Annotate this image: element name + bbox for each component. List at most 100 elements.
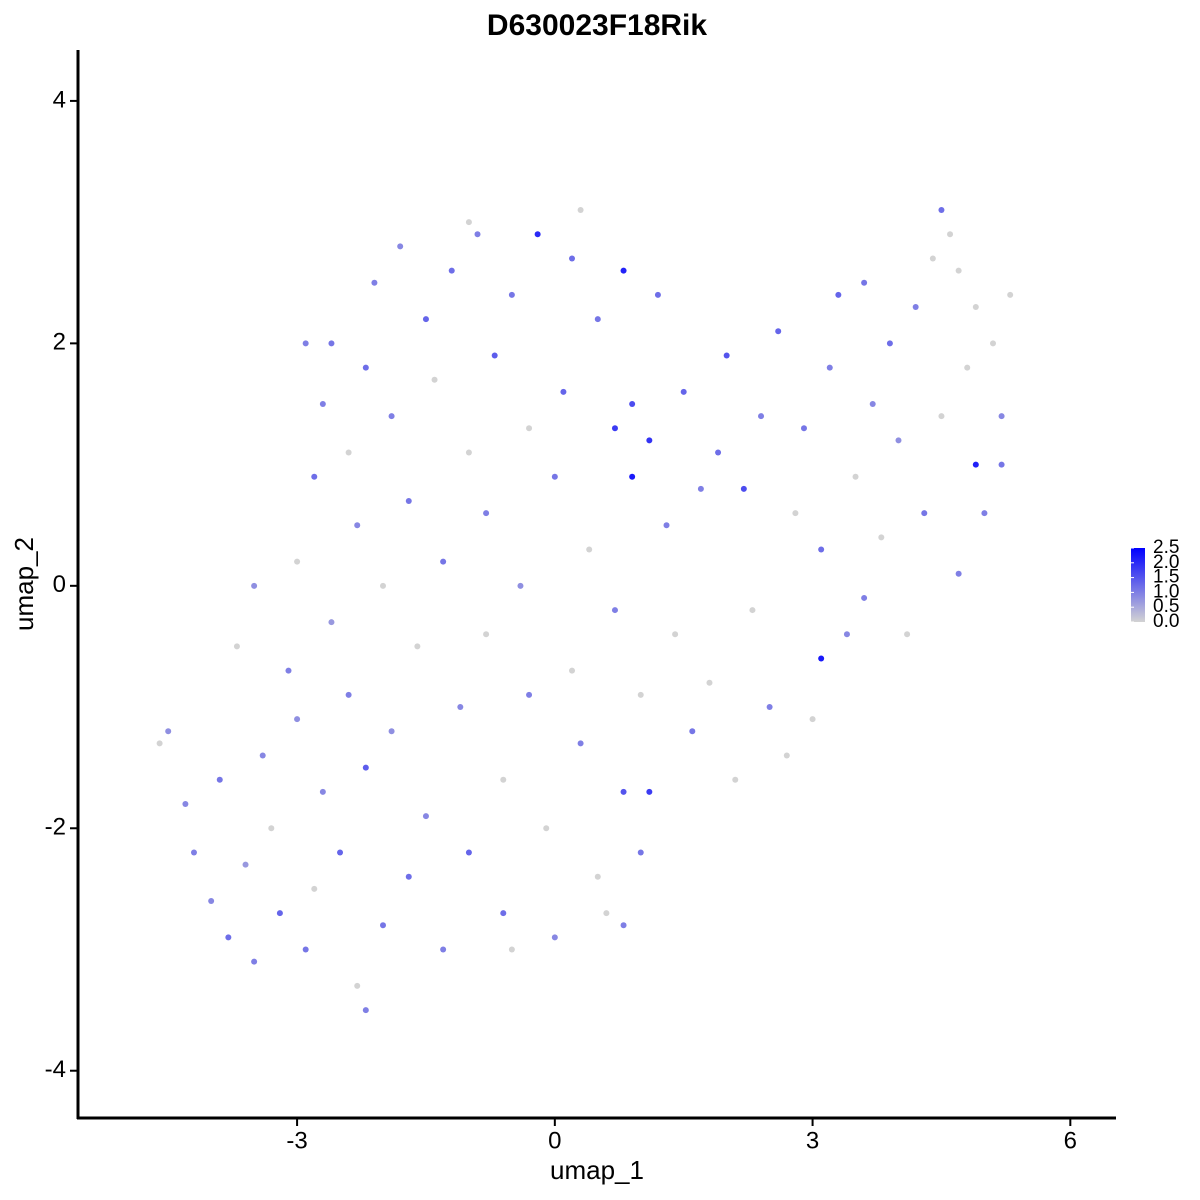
point xyxy=(319,400,326,407)
point xyxy=(998,461,1005,468)
point xyxy=(319,788,326,795)
point xyxy=(551,473,558,480)
point xyxy=(388,728,395,735)
point xyxy=(835,291,842,298)
point xyxy=(663,522,670,529)
point xyxy=(294,558,301,565)
point xyxy=(440,558,447,565)
point xyxy=(611,607,618,614)
point xyxy=(869,400,876,407)
point xyxy=(603,910,610,917)
point xyxy=(440,946,447,953)
point xyxy=(354,982,361,989)
point xyxy=(646,437,653,444)
point xyxy=(620,788,627,795)
point xyxy=(715,449,722,456)
point xyxy=(629,473,636,480)
point xyxy=(964,364,971,371)
point xyxy=(491,352,498,359)
point xyxy=(646,788,653,795)
point xyxy=(190,849,197,856)
point xyxy=(620,267,627,274)
point xyxy=(783,752,790,759)
point xyxy=(354,522,361,529)
y-tick-label: -2 xyxy=(45,814,66,841)
point xyxy=(457,704,464,711)
point xyxy=(345,691,352,698)
point xyxy=(775,328,782,335)
point xyxy=(543,825,550,832)
point xyxy=(483,631,490,638)
point xyxy=(569,667,576,674)
point xyxy=(422,316,429,323)
point xyxy=(380,582,386,589)
point xyxy=(594,316,601,323)
point xyxy=(938,207,945,214)
colorbar-label: 1.5 xyxy=(1153,567,1179,588)
point xyxy=(276,910,283,917)
point xyxy=(526,691,533,698)
point xyxy=(242,861,249,868)
point xyxy=(732,776,739,783)
point xyxy=(637,849,644,856)
point xyxy=(689,728,696,735)
point xyxy=(362,764,369,771)
point xyxy=(311,885,318,892)
point xyxy=(569,255,576,262)
colorbar-label: 0.5 xyxy=(1153,596,1179,617)
point xyxy=(225,934,232,941)
point xyxy=(706,679,713,686)
point xyxy=(388,413,395,420)
point xyxy=(465,449,472,456)
point xyxy=(766,704,773,711)
point xyxy=(852,473,859,480)
point xyxy=(886,340,893,347)
point xyxy=(448,267,455,274)
point xyxy=(672,631,679,638)
point xyxy=(818,655,825,662)
point xyxy=(508,291,515,298)
point xyxy=(431,376,438,383)
point xyxy=(861,594,868,601)
point xyxy=(216,776,223,783)
point xyxy=(594,873,601,880)
point xyxy=(517,582,524,589)
point xyxy=(740,485,747,492)
point xyxy=(508,946,515,953)
point xyxy=(861,279,868,286)
point xyxy=(345,449,352,456)
point xyxy=(526,425,533,432)
point xyxy=(337,849,344,856)
x-tick-label: 3 xyxy=(806,1127,819,1154)
point xyxy=(955,267,962,274)
point xyxy=(912,303,919,310)
point xyxy=(551,934,558,941)
point xyxy=(259,752,266,759)
point xyxy=(474,231,481,238)
point xyxy=(990,340,996,347)
colorbar xyxy=(1131,548,1145,622)
point xyxy=(577,207,584,214)
point xyxy=(895,437,902,444)
x-tick-label: 0 xyxy=(548,1127,561,1154)
y-tick-label: 0 xyxy=(53,571,66,598)
point xyxy=(998,413,1005,420)
point xyxy=(328,619,335,626)
colorbar-label: 2.0 xyxy=(1153,552,1179,573)
point xyxy=(611,425,618,432)
point xyxy=(843,631,850,638)
point xyxy=(465,219,472,226)
colorbar-label: 0.0 xyxy=(1153,611,1179,632)
point xyxy=(208,898,215,905)
point xyxy=(818,546,825,553)
point xyxy=(800,425,807,432)
colorbar-label: 2.5 xyxy=(1153,537,1179,558)
point xyxy=(878,534,885,541)
point xyxy=(629,400,636,407)
point xyxy=(165,728,172,735)
point xyxy=(904,631,911,638)
point xyxy=(947,231,954,238)
point xyxy=(1007,291,1014,298)
